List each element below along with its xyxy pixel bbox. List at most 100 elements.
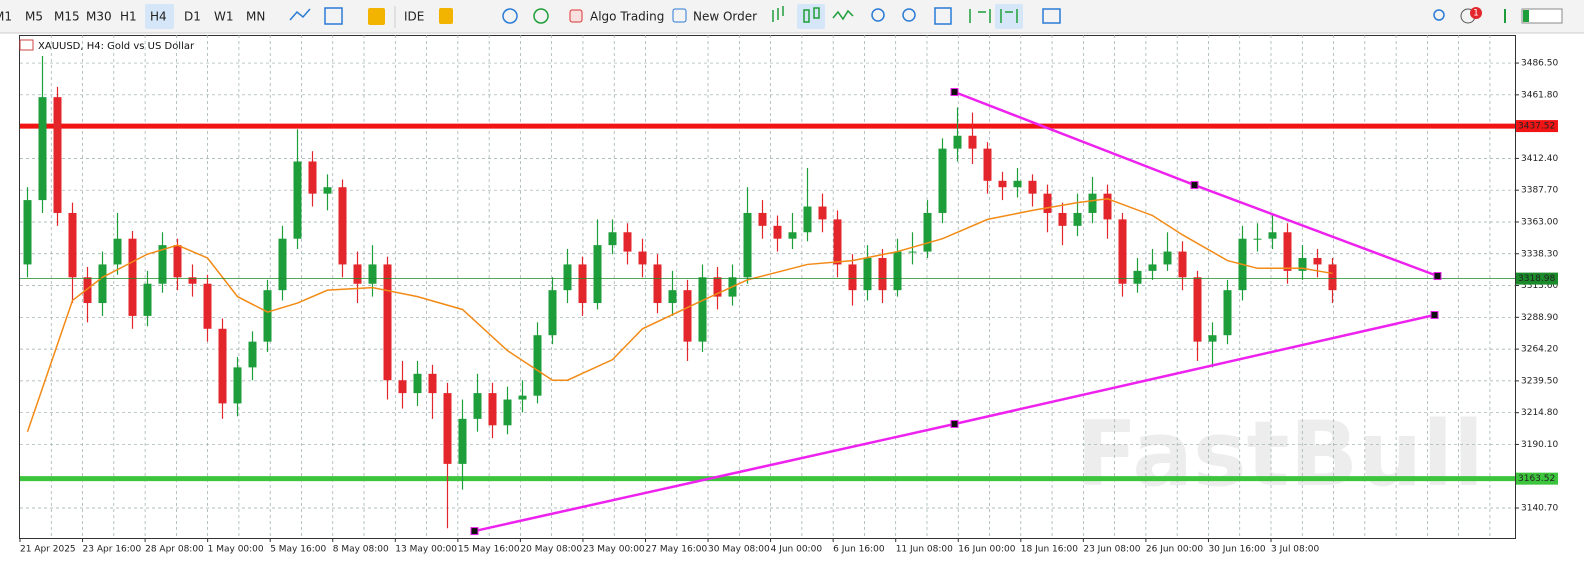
level-label-bg [1516, 120, 1558, 133]
indicator-icon[interactable] [289, 8, 311, 21]
x-tick-label: 30 Jun 16:00 [1208, 545, 1265, 555]
candle-body [893, 251, 902, 291]
level-box [1521, 8, 1563, 24]
trendline-anchor [1190, 181, 1199, 190]
candle-body [788, 232, 797, 239]
candle-body [218, 328, 227, 404]
candle-body [1178, 251, 1187, 278]
candle-body [128, 238, 137, 316]
x-tick-label: 23 Apr 16:00 [83, 545, 142, 555]
candle-body [83, 277, 92, 304]
candle-body [1328, 264, 1337, 291]
level-fill [1523, 10, 1529, 22]
candle-body [548, 290, 557, 336]
x-tick-label: 15 May 16:00 [458, 545, 520, 555]
x-tick-label: 26 Jun 00:00 [1146, 545, 1203, 555]
zoom-in[interactable] [871, 8, 885, 22]
chart-icon [19, 39, 34, 51]
trendline-anchor [950, 419, 959, 428]
timeframe-active [145, 4, 174, 29]
timeframe-button[interactable]: H1 [120, 10, 137, 24]
signals-icon[interactable] [368, 8, 385, 25]
candle-body [938, 148, 947, 213]
shift-active[interactable] [995, 4, 1023, 29]
new-order-button[interactable]: New Order [693, 10, 757, 24]
candle-body [998, 180, 1007, 188]
candle-body [623, 232, 632, 252]
x-tick-label: 4 Jun 00:00 [771, 545, 823, 555]
candle-body [1163, 251, 1172, 265]
algo-icon[interactable] [569, 9, 583, 23]
candle-body [113, 238, 122, 265]
timeframe-button[interactable]: MN [246, 10, 265, 24]
candle-body [383, 264, 392, 381]
y-tick-label: 3239.50 [1521, 376, 1558, 386]
vps-icon[interactable] [533, 8, 549, 24]
candle-body [503, 399, 512, 426]
toolbar-items: M1 M5 M15 M30 H1 H4 D1 W1 MN [0, 4, 265, 29]
candle-body [248, 341, 257, 368]
candle-body [758, 212, 767, 226]
y-tick-label: 3214.80 [1521, 408, 1558, 418]
candle-body [203, 283, 212, 329]
candle-body [578, 264, 587, 304]
x-tick-label: 23 May 00:00 [583, 545, 645, 555]
candle-body [593, 245, 602, 304]
line-icon[interactable] [832, 9, 854, 21]
screenshot-icon[interactable] [1042, 8, 1061, 24]
template-icon[interactable] [324, 7, 343, 25]
x-tick-label: 11 Jun 08:00 [896, 545, 953, 555]
candle-body [743, 212, 752, 278]
toolbar [0, 0, 1584, 33]
candle-body [1268, 232, 1277, 239]
candle-body [803, 206, 812, 233]
cloud-icon[interactable] [502, 8, 518, 24]
candle-body [1223, 290, 1232, 336]
market-icon[interactable] [439, 8, 453, 24]
candle-body [368, 264, 377, 284]
candle-body [1103, 193, 1112, 220]
candle-body [1148, 264, 1157, 271]
candle-body [263, 290, 272, 342]
bars-icon[interactable] [772, 6, 784, 22]
timeframe-button[interactable]: M30 [86, 10, 112, 24]
y-tick-label: 3140.70 [1521, 504, 1558, 514]
level-label: 3437.52 [1518, 122, 1555, 132]
candle-body [533, 335, 542, 396]
autoscroll-icon[interactable] [969, 9, 991, 23]
candle-body [1253, 238, 1262, 240]
candle-body [818, 206, 827, 220]
candle-body [1013, 180, 1022, 188]
tile-icon[interactable] [934, 7, 952, 25]
order-icon[interactable] [672, 8, 687, 23]
search-icon[interactable] [1433, 9, 1445, 21]
timeframe-button[interactable]: H4 [150, 10, 167, 24]
timeframe-button[interactable]: W1 [214, 10, 234, 24]
candle-body [1133, 270, 1142, 284]
candle-body [398, 380, 407, 394]
candle-body [473, 393, 482, 419]
x-tick-label: 28 Apr 08:00 [145, 545, 204, 555]
algo-trading-button[interactable]: Algo Trading [590, 10, 664, 24]
toolbar-icons [289, 7, 1445, 25]
timeframe-button[interactable]: M1 [0, 10, 12, 24]
candle-body [443, 393, 452, 464]
candle-body [878, 257, 887, 291]
shift-icon[interactable] [1000, 9, 1018, 23]
zoom-out[interactable] [902, 8, 916, 22]
timeframe-button[interactable]: D1 [184, 10, 201, 24]
timeframe-button[interactable]: M5 [25, 10, 43, 24]
candles-icon[interactable] [803, 7, 820, 23]
candle-body [458, 418, 467, 464]
y-tick-label: 3387.70 [1521, 186, 1558, 196]
ide-button[interactable]: IDE [404, 10, 424, 24]
candle-body [1058, 212, 1067, 226]
candle-body [1118, 219, 1127, 284]
candles-active[interactable] [797, 4, 825, 29]
x-tick-label: 16 Jun 00:00 [958, 545, 1015, 555]
level-label-bg [1516, 472, 1558, 485]
candle-body [1298, 257, 1307, 271]
x-tick-label: 1 May 00:00 [208, 545, 264, 555]
timeframe-button[interactable]: M15 [54, 10, 80, 24]
level-label: 3163.52 [1518, 474, 1555, 484]
